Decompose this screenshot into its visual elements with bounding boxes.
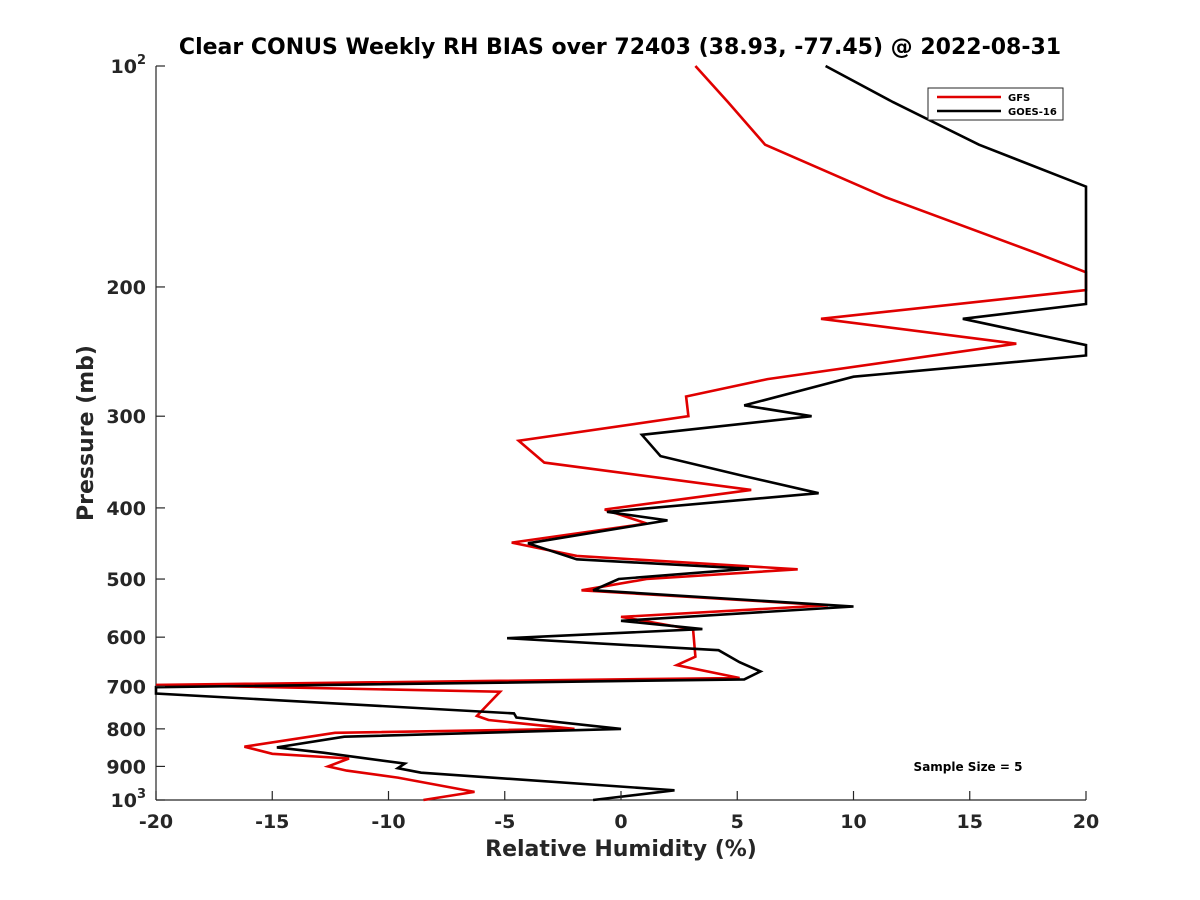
sample-size-annotation: Sample Size = 5	[914, 760, 1023, 774]
x-tick-label: 5	[731, 811, 744, 833]
x-tick-label: -5	[494, 811, 515, 833]
y-axis-ticks: 102 200 300 400 500 600 700 800 900 103	[106, 53, 165, 812]
x-tick-label: 0	[614, 811, 627, 833]
x-tick-label: -20	[139, 811, 173, 833]
x-axis-ticks: -20 -15 -10 -5 0 5 10 15 20	[139, 791, 1099, 833]
y-tick-label: 400	[106, 498, 146, 520]
y-tick-label: 800	[106, 719, 146, 741]
legend: GFS GOES-16	[927, 87, 1064, 121]
x-tick-label: 15	[957, 811, 983, 833]
legend-box	[927, 87, 1064, 121]
y-tick-label: 600	[106, 627, 146, 649]
series-layer	[154, 64, 1088, 802]
y-tick-label: 103	[111, 787, 147, 812]
x-axis-label: Relative Humidity (%)	[485, 837, 757, 862]
series-line-gfs	[155, 65, 1088, 802]
chart-title: Clear CONUS Weekly RH BIAS over 72403 (3…	[179, 35, 1061, 60]
x-tick-label: -10	[371, 811, 405, 833]
legend-label-gfs: GFS	[1008, 93, 1030, 104]
series-line-goes-16	[154, 64, 1088, 802]
y-tick-label: 102	[111, 53, 147, 78]
y-tick-label: 700	[106, 676, 146, 698]
x-tick-label: 10	[840, 811, 866, 833]
x-tick-label: 20	[1073, 811, 1099, 833]
y-tick-label: 500	[106, 569, 146, 591]
y-tick-label: 300	[106, 406, 146, 428]
x-tick-label: -15	[255, 811, 289, 833]
y-axis-label: Pressure (mb)	[74, 345, 99, 521]
plot-area: -20 -15 -10 -5 0 5 10 15 20 102 200 300 400 500 600 70…	[106, 53, 1099, 833]
legend-label-goes-16: GOES-16	[1008, 107, 1057, 118]
y-tick-label: 200	[106, 277, 146, 299]
y-tick-label: 900	[106, 756, 146, 778]
